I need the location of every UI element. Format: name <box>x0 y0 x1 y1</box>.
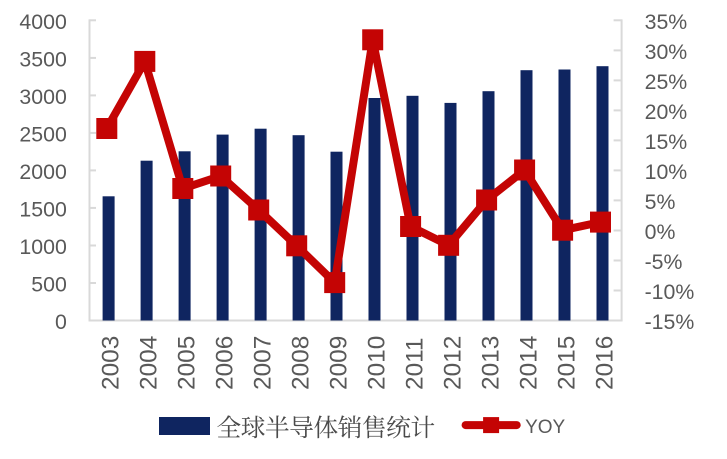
svg-text:-10%: -10% <box>645 280 695 304</box>
svg-text:2012: 2012 <box>440 336 467 390</box>
svg-text:2004: 2004 <box>136 336 163 390</box>
svg-text:20%: 20% <box>645 100 688 124</box>
svg-text:30%: 30% <box>645 40 688 64</box>
svg-text:2014: 2014 <box>516 336 543 390</box>
svg-text:2008: 2008 <box>288 336 315 390</box>
svg-text:0: 0 <box>55 310 67 334</box>
svg-text:2500: 2500 <box>19 123 67 147</box>
svg-text:35%: 35% <box>645 10 688 34</box>
svg-text:2011: 2011 <box>402 338 429 390</box>
svg-text:2016: 2016 <box>592 336 619 390</box>
svg-text:YOY: YOY <box>525 417 565 438</box>
svg-text:2010: 2010 <box>364 336 391 390</box>
svg-text:2015: 2015 <box>554 336 581 390</box>
svg-text:15%: 15% <box>645 130 688 154</box>
svg-text:2009: 2009 <box>326 336 353 390</box>
svg-text:5%: 5% <box>645 190 676 214</box>
svg-text:10%: 10% <box>645 160 688 184</box>
svg-text:2003: 2003 <box>98 336 125 390</box>
svg-text:0%: 0% <box>645 220 676 244</box>
svg-text:500: 500 <box>31 273 67 297</box>
svg-text:2000: 2000 <box>19 160 67 184</box>
svg-text:-15%: -15% <box>645 310 695 334</box>
svg-text:2005: 2005 <box>174 336 201 390</box>
svg-text:1000: 1000 <box>19 235 67 259</box>
svg-text:3500: 3500 <box>19 48 67 72</box>
svg-text:2006: 2006 <box>212 336 239 390</box>
svg-text:-5%: -5% <box>645 250 683 274</box>
svg-text:25%: 25% <box>645 70 688 94</box>
svg-text:3000: 3000 <box>19 85 67 109</box>
svg-text:1500: 1500 <box>19 198 67 222</box>
svg-text:4000: 4000 <box>19 10 67 34</box>
svg-text:2013: 2013 <box>478 336 505 390</box>
svg-text:2007: 2007 <box>250 336 277 390</box>
